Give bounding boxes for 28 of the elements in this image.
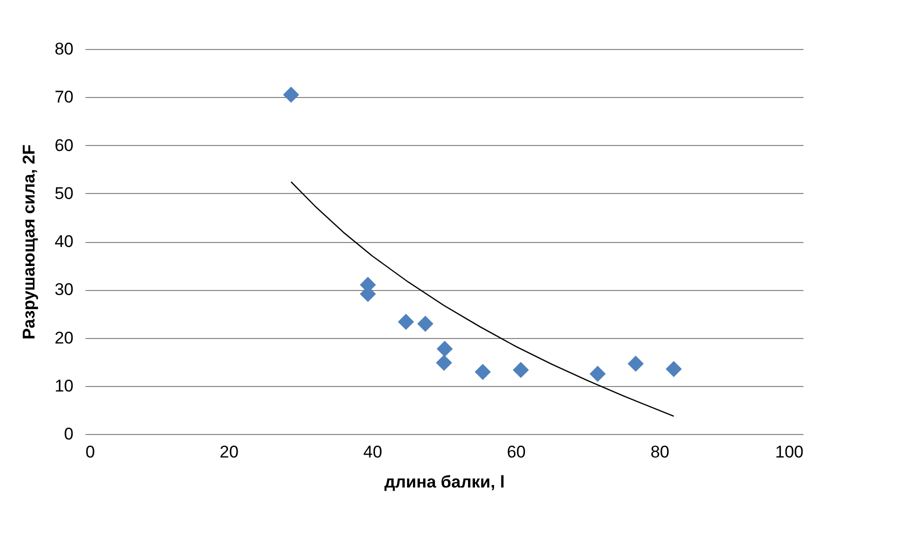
point xyxy=(512,362,529,378)
point xyxy=(590,366,606,382)
point xyxy=(398,314,414,330)
y-axis-title: Разрушающая сила, 2F xyxy=(20,144,39,340)
point xyxy=(436,340,453,357)
x-tick-label: 100 xyxy=(775,442,804,462)
point xyxy=(628,356,644,372)
point xyxy=(417,316,434,332)
y-tick-label: 0 xyxy=(64,424,74,444)
point xyxy=(474,364,491,380)
point xyxy=(436,354,452,371)
y-tick-label: 50 xyxy=(54,184,74,203)
y-tick-label: 30 xyxy=(54,280,74,300)
y-tick-label: 80 xyxy=(54,40,74,58)
x-axis-title: длина балки, l xyxy=(384,472,505,492)
y-tick-label: 60 xyxy=(54,136,74,155)
x-tick-label: 60 xyxy=(506,442,526,462)
y-tick-label: 20 xyxy=(54,328,74,348)
x-tick-label: 20 xyxy=(220,442,239,462)
x-tick-label: 40 xyxy=(363,442,382,462)
x-tick-label: 80 xyxy=(650,442,670,462)
x-tick-label: 0 xyxy=(86,442,95,462)
y-tick-label: 40 xyxy=(54,232,74,251)
y-tick-label: 70 xyxy=(54,88,74,107)
line-series xyxy=(290,181,674,417)
y-tick-label: 10 xyxy=(54,376,74,396)
point xyxy=(666,360,682,378)
point xyxy=(283,86,300,103)
